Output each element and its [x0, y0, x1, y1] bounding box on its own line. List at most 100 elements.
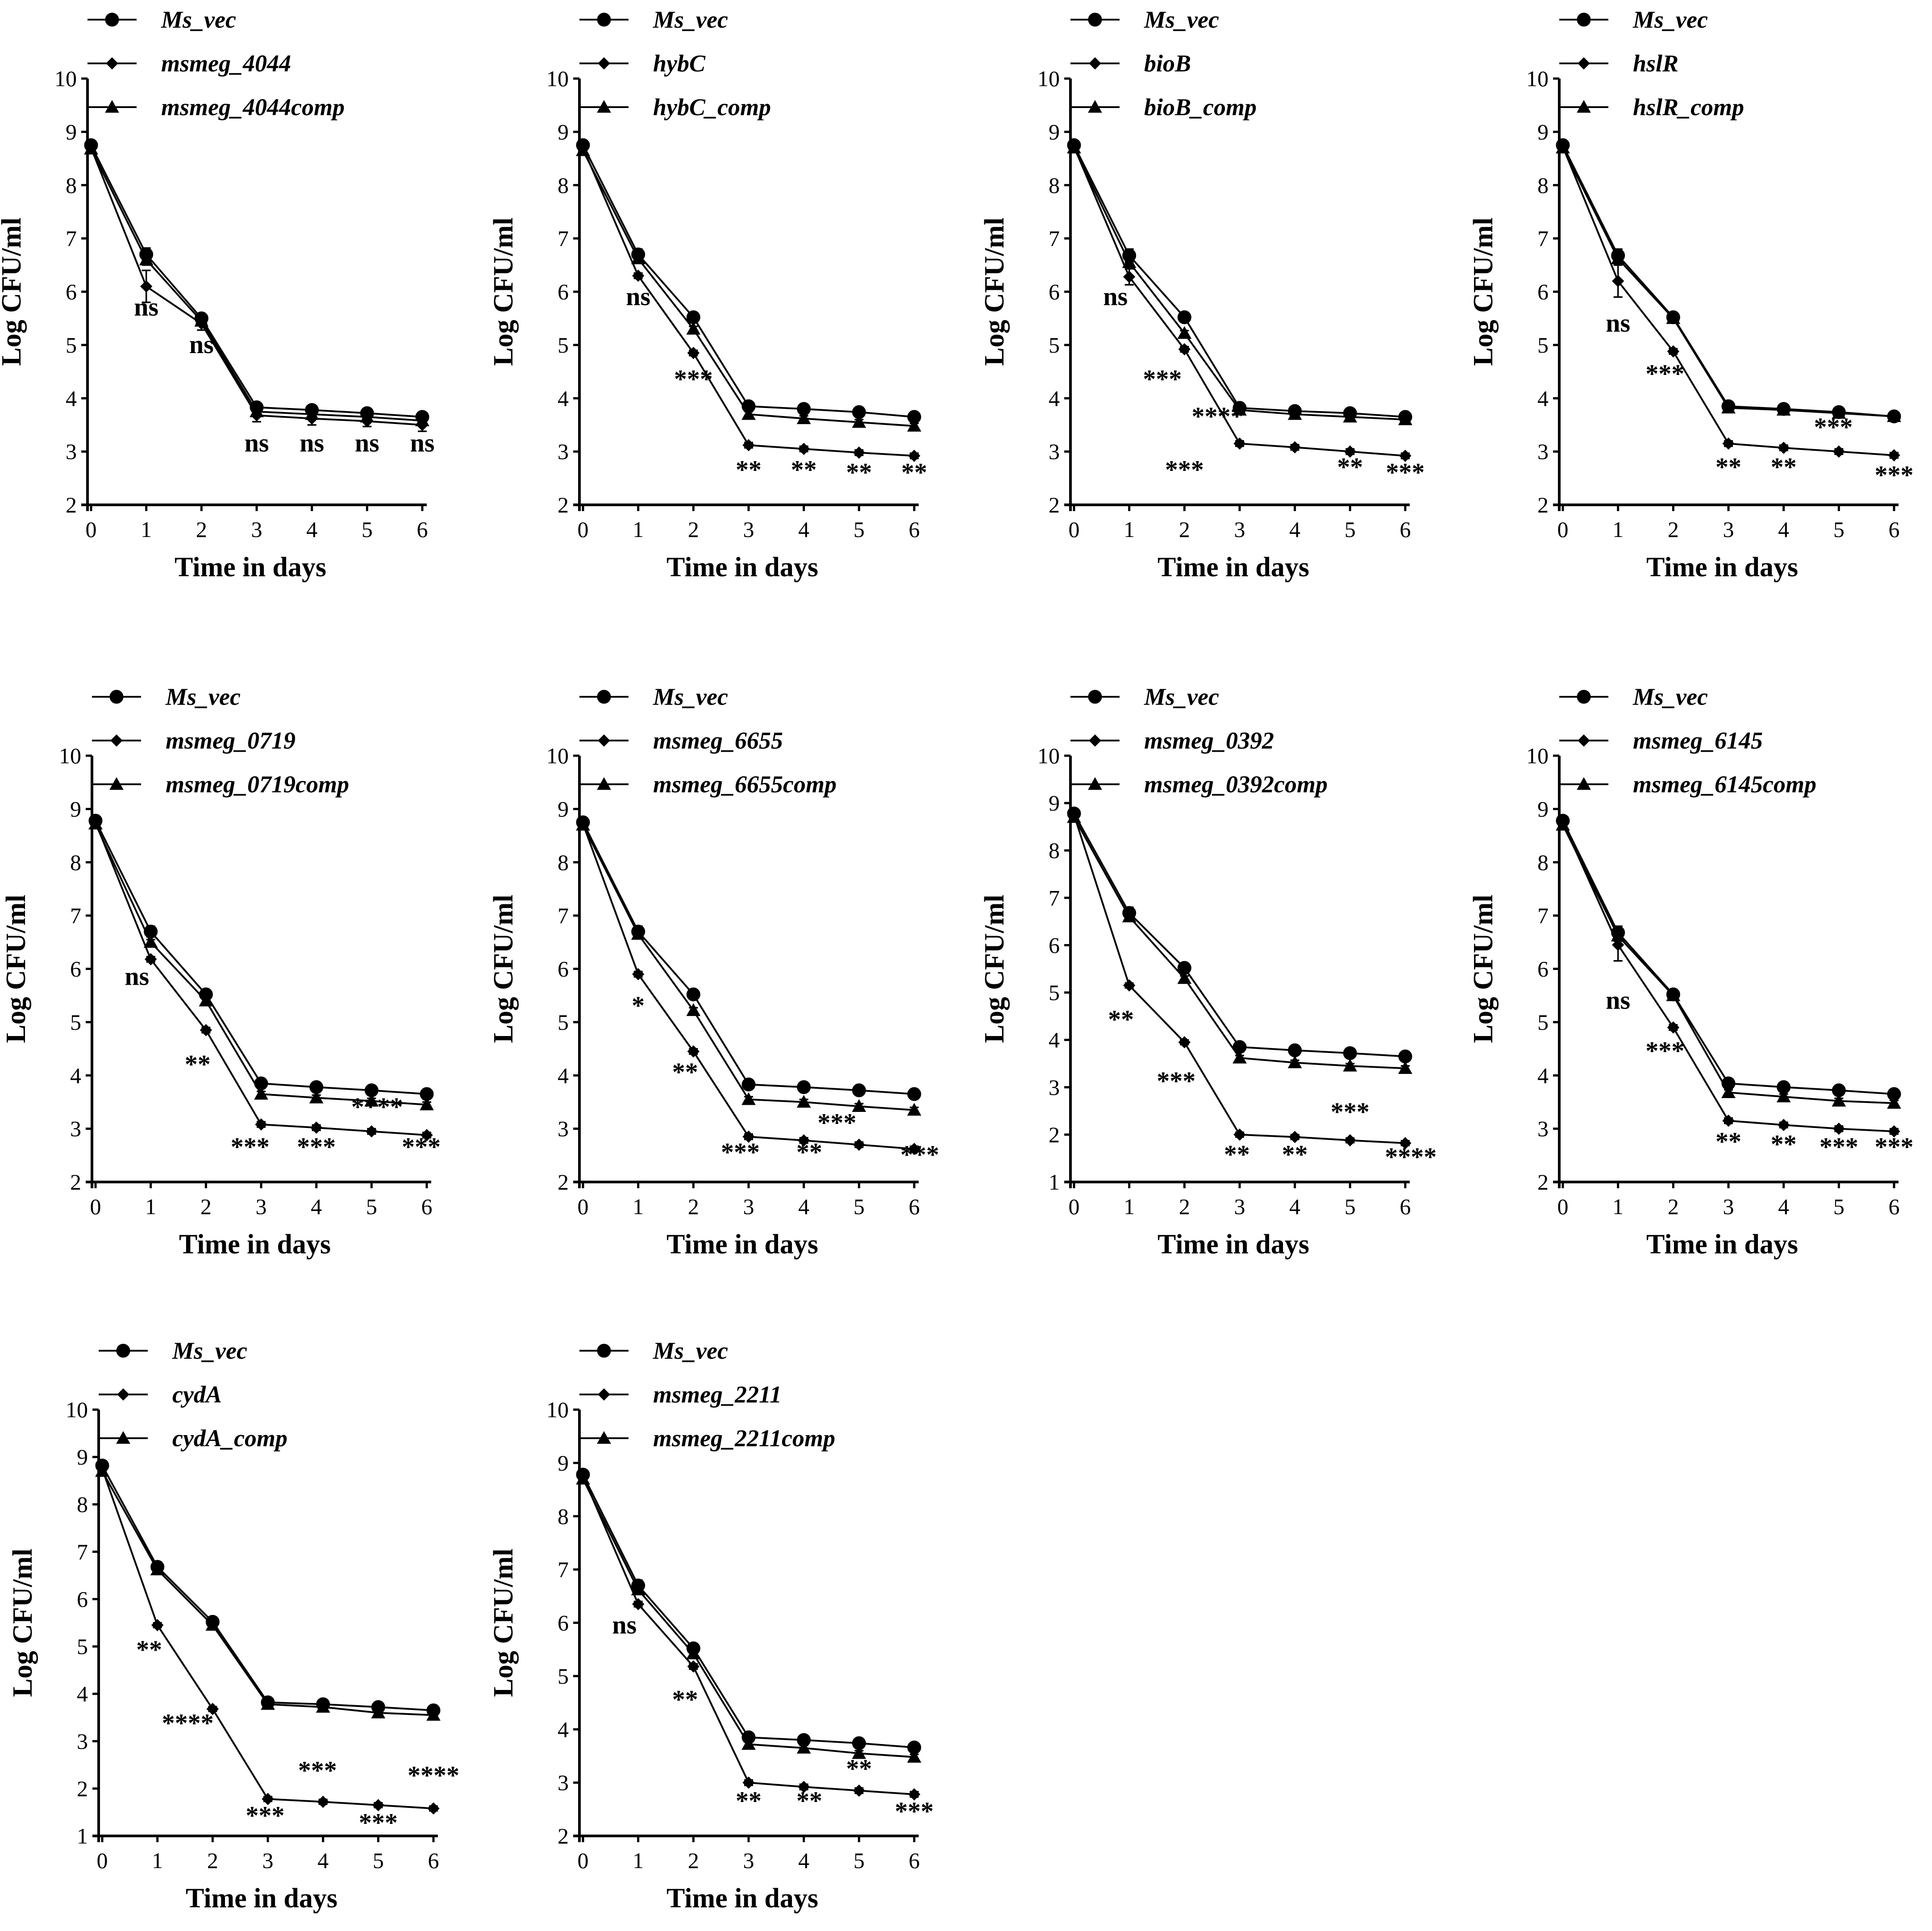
x-tick-label: 3 — [743, 517, 754, 542]
legend-marker — [1578, 57, 1590, 70]
y-tick-label: 4 — [66, 386, 77, 411]
data-point — [372, 1799, 385, 1811]
legend-marker — [116, 1431, 130, 1444]
y-tick-label: 4 — [558, 386, 569, 411]
y-tick-label: 8 — [77, 1492, 88, 1517]
significance-label: ns — [134, 292, 158, 321]
x-tick-label: 4 — [1778, 1194, 1789, 1219]
x-tick-label: 5 — [1833, 1194, 1845, 1219]
y-tick-label: 8 — [558, 1504, 569, 1529]
x-tick-label: 0 — [1557, 1194, 1569, 1219]
chart-panel-4: 2 3 4 5 6 7 8 9 10 0 1 2 3 4 5 6 Time in days Log CFU/ml M… — [1468, 6, 1914, 583]
legend-entry: hslR — [1633, 50, 1678, 77]
y-tick-label: 2 — [1049, 1122, 1060, 1147]
data-point — [1398, 1061, 1412, 1074]
data-point — [853, 1784, 866, 1797]
x-tick-label: 4 — [1778, 517, 1789, 542]
legend-entry: Ms_vec — [172, 1337, 247, 1364]
legend-marker — [1088, 100, 1102, 113]
x-tick-label: 4 — [311, 1194, 322, 1219]
data-point — [1721, 400, 1736, 414]
data-point — [1667, 345, 1680, 358]
y-tick-label: 5 — [66, 333, 77, 358]
y-tick-label: 2 — [77, 1776, 88, 1801]
y-axis-title: Log CFU/ml — [488, 895, 519, 1043]
significance-label: ns — [300, 429, 324, 458]
legend-marker — [1577, 690, 1591, 704]
x-tick-label: 3 — [1234, 517, 1245, 542]
data-point — [1178, 343, 1191, 356]
x-tick-label: 3 — [1723, 1194, 1734, 1219]
legend-marker — [597, 1431, 611, 1444]
legend-entry: Ms_vec — [1632, 6, 1708, 33]
data-point — [797, 1781, 810, 1793]
x-axis-title: Time in days — [1646, 552, 1798, 583]
x-tick-label: 6 — [1889, 1194, 1900, 1219]
data-point — [797, 442, 810, 455]
x-tick-label: 6 — [428, 1848, 439, 1873]
data-point — [686, 987, 700, 1002]
significance-label: *** — [298, 1756, 337, 1785]
y-tick-label: 4 — [77, 1681, 88, 1706]
series-line — [1562, 824, 1895, 1104]
significance-label: *** — [900, 1140, 939, 1169]
series-line — [95, 820, 427, 1095]
significance-label: **** — [408, 1760, 459, 1790]
y-tick-label: 8 — [558, 173, 569, 198]
significance-label: *** — [297, 1132, 336, 1161]
x-tick-label: 5 — [1833, 517, 1845, 542]
x-tick-label: 2 — [688, 1848, 699, 1873]
y-tick-label: 4 — [70, 1063, 81, 1088]
y-tick-label: 8 — [558, 850, 569, 875]
y-tick-label: 5 — [70, 1010, 81, 1035]
y-tick-label: 7 — [1537, 226, 1549, 251]
significance-label: *** — [1165, 455, 1204, 484]
data-point — [576, 1472, 590, 1485]
data-point — [1343, 1058, 1357, 1072]
significance-label: *** — [231, 1132, 270, 1161]
x-tick-label: 0 — [1069, 517, 1080, 542]
y-tick-label: 6 — [558, 279, 569, 304]
y-tick-label: 3 — [1537, 439, 1549, 464]
x-axis-title: Time in days — [666, 1229, 818, 1260]
x-tick-label: 5 — [373, 1848, 384, 1873]
data-point — [1611, 275, 1624, 287]
y-tick-label: 6 — [1049, 932, 1060, 957]
data-point — [261, 1697, 275, 1710]
data-point — [1177, 310, 1191, 325]
y-axis-title: Log CFU/ml — [488, 217, 519, 366]
data-point — [908, 1788, 920, 1801]
legend-entry: msmeg_6655 — [653, 727, 783, 754]
y-tick-label: 7 — [558, 226, 569, 251]
y-tick-label: 6 — [558, 1611, 569, 1636]
significance-label: ** — [1771, 1129, 1797, 1158]
x-tick-label: 6 — [909, 517, 920, 542]
data-point — [1122, 255, 1137, 268]
data-point — [1399, 449, 1412, 462]
x-tick-label: 1 — [152, 1848, 163, 1873]
y-tick-label: 3 — [1049, 1075, 1060, 1100]
x-tick-label: 3 — [743, 1848, 754, 1873]
data-point — [1177, 971, 1192, 984]
data-point — [1398, 412, 1412, 425]
chart-panel-6: 2 3 4 5 6 7 8 9 10 0 1 2 3 4 5 6 Time in days Log CFU/ml M… — [488, 683, 939, 1260]
series-line — [90, 145, 423, 418]
data-point — [250, 404, 264, 417]
significance-label: ** — [791, 455, 817, 484]
x-tick-label: 6 — [909, 1848, 920, 1873]
data-point — [360, 410, 375, 423]
significance-label: *** — [1645, 1036, 1684, 1065]
x-tick-label: 4 — [798, 1194, 809, 1219]
data-point — [1123, 271, 1136, 283]
data-point — [139, 252, 154, 266]
significance-label: *** — [1814, 412, 1853, 441]
data-point — [576, 143, 590, 156]
x-tick-label: 2 — [688, 1194, 699, 1219]
data-point — [1832, 1094, 1846, 1107]
data-point — [420, 1097, 434, 1111]
legend-entry: hslR_comp — [1633, 94, 1744, 121]
x-tick-label: 0 — [578, 517, 589, 542]
significance-label: ** — [672, 1057, 698, 1086]
